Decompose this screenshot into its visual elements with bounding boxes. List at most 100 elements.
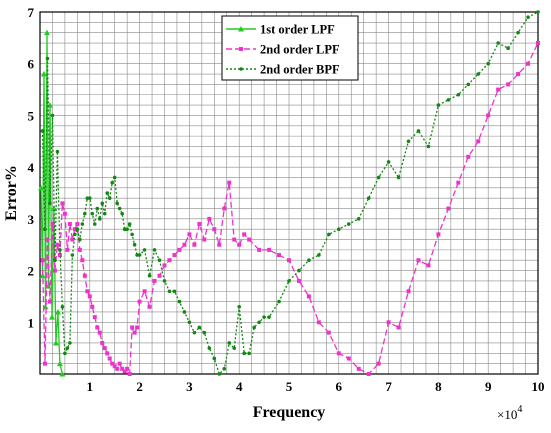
data-point xyxy=(120,211,124,216)
legend-marker xyxy=(238,26,244,32)
data-point xyxy=(307,258,311,263)
data-point xyxy=(83,211,87,216)
data-point xyxy=(70,237,75,242)
data-point xyxy=(92,315,97,320)
data-point xyxy=(287,279,291,283)
data-point xyxy=(137,299,142,304)
data-point xyxy=(237,304,241,309)
data-point xyxy=(97,217,102,221)
data-point xyxy=(172,289,177,294)
data-point xyxy=(476,72,481,76)
data-point xyxy=(516,72,521,77)
y-tick-label: 7 xyxy=(28,5,35,20)
x-tick-label: 4 xyxy=(236,379,243,394)
x-scale-exponent: 4 xyxy=(517,404,522,415)
data-point xyxy=(167,289,172,294)
data-point xyxy=(172,253,177,258)
data-point xyxy=(336,351,341,356)
data-point xyxy=(55,242,60,247)
data-point xyxy=(85,289,90,294)
y-tick-label: 6 xyxy=(28,57,35,72)
data-point xyxy=(536,41,540,46)
data-point xyxy=(396,325,401,330)
data-point xyxy=(306,294,311,299)
data-point xyxy=(436,232,441,237)
legend-entry: 2nd order LPF xyxy=(226,43,340,57)
data-point xyxy=(177,247,182,252)
x-axis-title: Frequency xyxy=(253,404,326,421)
data-point xyxy=(446,206,451,211)
data-point xyxy=(476,139,481,144)
data-point xyxy=(147,304,152,309)
data-point xyxy=(63,351,67,356)
data-point xyxy=(242,232,247,237)
data-point xyxy=(202,330,207,335)
data-point xyxy=(132,242,137,247)
data-point xyxy=(267,315,271,319)
data-point xyxy=(135,253,139,257)
data-point xyxy=(112,364,117,369)
x-tick-label: 3 xyxy=(186,379,193,394)
data-point xyxy=(52,268,57,273)
data-point xyxy=(296,278,301,283)
data-point xyxy=(426,263,431,268)
data-point xyxy=(85,196,90,200)
data-point xyxy=(39,272,46,279)
data-point xyxy=(132,330,137,335)
data-point xyxy=(42,361,47,366)
data-point xyxy=(416,129,421,133)
data-point xyxy=(337,227,341,231)
series-2 xyxy=(40,41,540,376)
data-point xyxy=(356,217,361,221)
data-point xyxy=(82,273,87,278)
data-point xyxy=(102,346,107,351)
data-point xyxy=(376,175,381,180)
tick-labels: 1 2 3 4 5 6 7 8 9 10 1 2 3 4 5 6 7 xyxy=(28,5,545,394)
data-point xyxy=(376,361,381,366)
legend: 1st order LPF 2nd order LPF 2nd order BPF xyxy=(221,15,359,81)
data-point xyxy=(436,103,441,107)
legend-entry: 2nd order BPF xyxy=(226,63,340,77)
data-point xyxy=(207,216,212,221)
legend-box xyxy=(221,15,359,81)
y-tick-label: 3 xyxy=(28,212,35,227)
data-point xyxy=(105,351,110,356)
data-point xyxy=(137,253,142,257)
data-point xyxy=(197,325,202,330)
data-point xyxy=(406,139,411,144)
data-point xyxy=(54,308,61,315)
data-point xyxy=(297,268,301,273)
data-point xyxy=(72,227,77,232)
data-point xyxy=(73,232,77,237)
y-tick-label: 4 xyxy=(28,160,35,175)
data-point xyxy=(486,61,491,66)
data-point xyxy=(252,325,256,330)
data-point xyxy=(60,201,65,206)
data-point xyxy=(386,320,391,325)
x-tick-label: 7 xyxy=(385,379,392,394)
data-point xyxy=(267,247,272,252)
legend-marker xyxy=(239,67,243,71)
data-point xyxy=(366,196,371,200)
data-point xyxy=(207,346,212,350)
data-point xyxy=(466,82,471,87)
data-point xyxy=(67,222,72,227)
data-point xyxy=(50,113,55,118)
data-point xyxy=(257,247,262,252)
data-point xyxy=(217,242,222,247)
data-point xyxy=(327,232,331,237)
data-point xyxy=(406,289,411,294)
grid xyxy=(40,12,538,374)
data-point xyxy=(386,160,391,164)
data-point xyxy=(87,294,92,299)
data-point xyxy=(346,222,351,226)
data-point xyxy=(80,222,85,226)
legend-marker xyxy=(239,47,243,51)
x-scale-multiplier: ×104 xyxy=(497,404,522,422)
data-point xyxy=(52,339,59,346)
data-point xyxy=(162,279,167,283)
series-3 xyxy=(40,10,540,376)
data-point xyxy=(55,149,60,154)
data-point xyxy=(100,201,105,206)
data-point xyxy=(162,263,167,268)
